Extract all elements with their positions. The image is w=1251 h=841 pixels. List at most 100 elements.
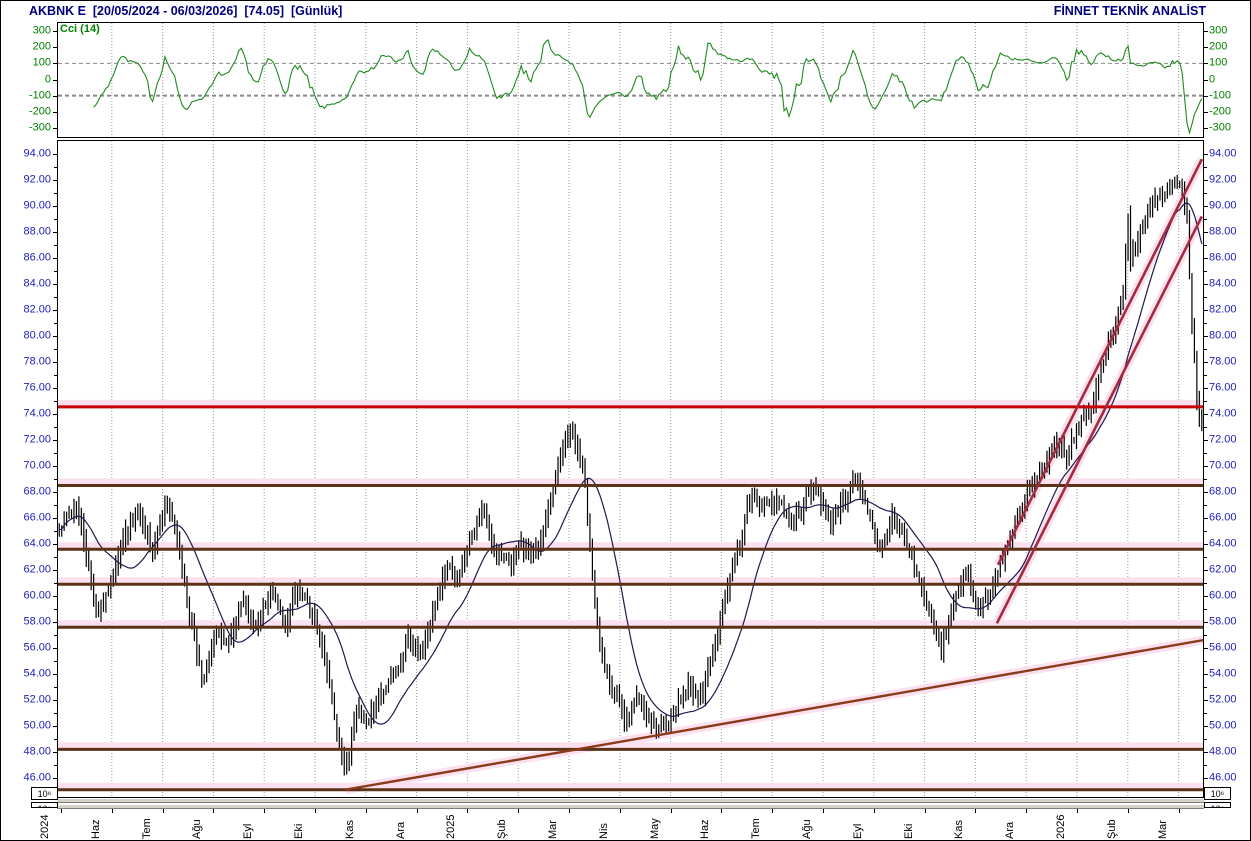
price-axis-label-left: 50.00	[23, 719, 51, 732]
x-axis-tick	[1127, 809, 1129, 813]
axis-tick	[1204, 47, 1208, 49]
x-axis-label: Eki	[902, 823, 915, 839]
price-axis-label-right: 76.00	[1209, 381, 1237, 394]
volume-unit-box-left-collapsed: 10⁶	[31, 802, 58, 808]
x-axis-tick	[1026, 809, 1028, 813]
axis-tick	[53, 726, 57, 727]
support-line-halo	[58, 478, 1203, 487]
axis-tick	[54, 427, 57, 428]
price-axis-label-right: 82.00	[1209, 303, 1237, 316]
axis-tick	[53, 154, 57, 155]
price-bars[interactable]	[58, 174, 1203, 776]
price-axis-label-right: 66.00	[1209, 511, 1237, 524]
axis-tick	[1204, 219, 1207, 220]
axis-tick	[1204, 440, 1208, 441]
cci-line[interactable]	[93, 38, 1203, 136]
price-axis-label-right: 50.00	[1209, 719, 1237, 732]
x-axis-label: Kas	[953, 820, 966, 839]
x-axis-tick	[315, 809, 316, 813]
price-axis-label-left: 68.00	[23, 485, 51, 498]
axis-tick	[1204, 466, 1208, 467]
axis-tick	[54, 193, 57, 194]
price-axis-label-left: 70.00	[23, 459, 51, 472]
price-axis-label-left: 84.00	[23, 277, 51, 290]
x-axis-label: Eyl	[242, 823, 255, 839]
axis-tick	[1204, 687, 1207, 688]
price-axis-label-left: 94.00	[23, 147, 51, 160]
cci-axis-label-left: 300	[32, 24, 51, 37]
price-axis-label-left: 88.00	[23, 225, 51, 238]
axis-tick	[54, 661, 57, 662]
axis-tick	[53, 544, 57, 545]
price-axis-label-left: 78.00	[23, 355, 51, 368]
axis-tick	[1204, 297, 1207, 298]
axis-tick	[1204, 63, 1208, 65]
axis-tick	[1204, 284, 1208, 285]
axis-tick	[53, 492, 57, 493]
axis-tick	[1204, 414, 1208, 415]
axis-tick	[53, 648, 57, 649]
axis-tick	[54, 557, 57, 558]
price-axis-label-right: 48.00	[1209, 745, 1237, 758]
axis-tick	[1204, 193, 1207, 194]
panel-splitter[interactable]	[57, 798, 1204, 803]
axis-tick	[53, 570, 57, 571]
x-axis-tick	[111, 809, 113, 813]
panel-splitter[interactable]	[57, 804, 1204, 809]
x-axis-label: Mar	[1156, 820, 1169, 839]
cci-axis-label-right: 200	[1209, 40, 1228, 53]
axis-tick	[54, 453, 57, 454]
price-axis-label-right: 54.00	[1209, 667, 1237, 680]
trend-line[interactable]	[995, 215, 1203, 624]
price-axis-label-right: 56.00	[1209, 641, 1237, 654]
trend-line[interactable]	[345, 639, 1203, 791]
axis-tick	[1204, 531, 1207, 532]
trend-line[interactable]	[996, 158, 1203, 566]
axis-tick	[53, 466, 57, 467]
price-axis-label-right: 84.00	[1209, 277, 1237, 290]
support-line-halo	[58, 399, 1203, 408]
price-axis-label-right: 72.00	[1209, 433, 1237, 446]
axis-tick	[1204, 30, 1208, 32]
axis-tick	[54, 505, 57, 506]
axis-tick	[1204, 401, 1207, 402]
axis-tick	[53, 778, 57, 779]
axis-tick	[1204, 544, 1208, 545]
x-axis-label: Haz	[89, 819, 102, 839]
x-axis-tick	[365, 809, 367, 813]
axis-tick	[1204, 180, 1208, 181]
x-axis-label: Mar	[547, 820, 559, 839]
axis-tick	[54, 323, 57, 324]
cci-axis-label-right: 100	[1209, 56, 1228, 69]
x-axis-tick	[61, 809, 62, 813]
volume-unit-box-left: 10⁶	[31, 787, 58, 800]
axis-tick	[1204, 245, 1207, 246]
x-axis-tick	[569, 809, 570, 813]
price-plot[interactable]	[58, 141, 1203, 797]
axis-tick	[1204, 349, 1207, 350]
moving-average-line[interactable]	[59, 202, 1203, 725]
axis-tick	[1204, 310, 1208, 311]
cci-indicator-panel[interactable]	[57, 22, 1204, 138]
axis-tick	[1204, 778, 1208, 779]
axis-tick	[53, 95, 57, 97]
price-axis-label-left: 60.00	[23, 589, 51, 602]
support-line-halo	[58, 542, 1203, 551]
axis-tick	[1204, 154, 1208, 155]
axis-tick	[53, 258, 57, 259]
axis-tick	[53, 336, 57, 337]
axis-tick	[1204, 453, 1207, 454]
axis-tick	[53, 700, 57, 701]
price-axis-label-right: 94.00	[1209, 147, 1237, 160]
x-axis-tick	[1178, 809, 1180, 813]
price-chart-panel[interactable]	[57, 140, 1204, 798]
axis-tick	[54, 167, 57, 168]
axis-tick	[54, 583, 57, 584]
x-axis-label: Şub	[496, 819, 509, 839]
cci-plot[interactable]	[58, 23, 1203, 137]
axis-tick	[1204, 95, 1208, 97]
axis-tick	[54, 297, 57, 298]
axis-tick	[1204, 111, 1208, 113]
support-line-halo	[58, 620, 1203, 629]
axis-tick	[1204, 765, 1207, 766]
